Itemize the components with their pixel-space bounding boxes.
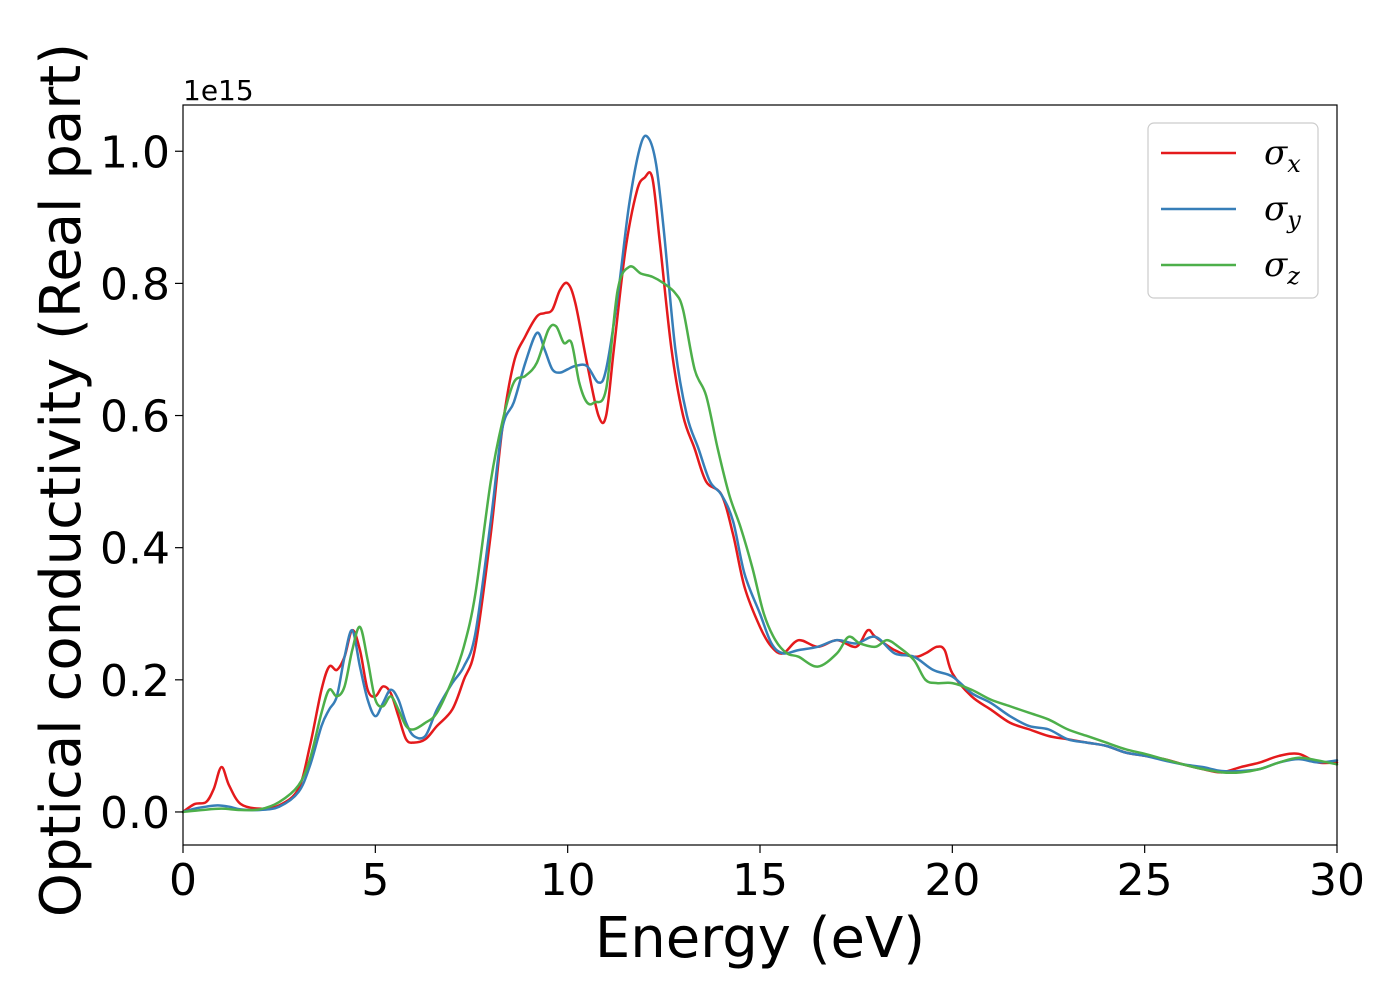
x-tick-label: 30 (1309, 855, 1365, 906)
x-tick-label: 25 (1117, 855, 1173, 906)
x-tick-label: 10 (540, 855, 596, 906)
legend-symbol: σ (1264, 189, 1288, 229)
x-tick-label: 5 (361, 855, 389, 906)
y-tick-label: 1.0 (100, 127, 170, 178)
y-axis-label: Optical conductivity (Real part) (29, 43, 94, 917)
x-tick-label: 15 (732, 855, 788, 906)
legend-box (1147, 122, 1319, 299)
series-layer (181, 134, 1339, 814)
legend-symbol: σ (1264, 245, 1288, 285)
legend-symbol: σ (1264, 133, 1288, 173)
legend-label-z: σz (1264, 245, 1300, 290)
legend-subscript: y (1286, 206, 1301, 234)
x-tick-label: 20 (924, 855, 980, 906)
y-tick-label: 0.4 (100, 524, 170, 575)
y-tick-label: 0.6 (100, 392, 170, 443)
y-tick-label: 0.2 (100, 656, 170, 707)
ticks-layer: 0 5 10 15 20 25 30 0.0 0.2 0.4 0.6 0.8 1.0 (100, 127, 1365, 906)
x-tick-label: 0 (169, 855, 197, 906)
legend-subscript: x (1287, 150, 1301, 178)
y-tick-label: 0.0 (100, 788, 170, 839)
legend-label-y: σy (1264, 189, 1301, 234)
x-axis-label: Energy (eV) (595, 906, 925, 971)
series-line-z (181, 265, 1339, 814)
y-tick-label: 0.8 (100, 259, 170, 310)
legend-subscript: z (1286, 262, 1300, 290)
legend-label-x: σx (1264, 133, 1301, 178)
y-offset-label: 1e15 (183, 74, 254, 107)
